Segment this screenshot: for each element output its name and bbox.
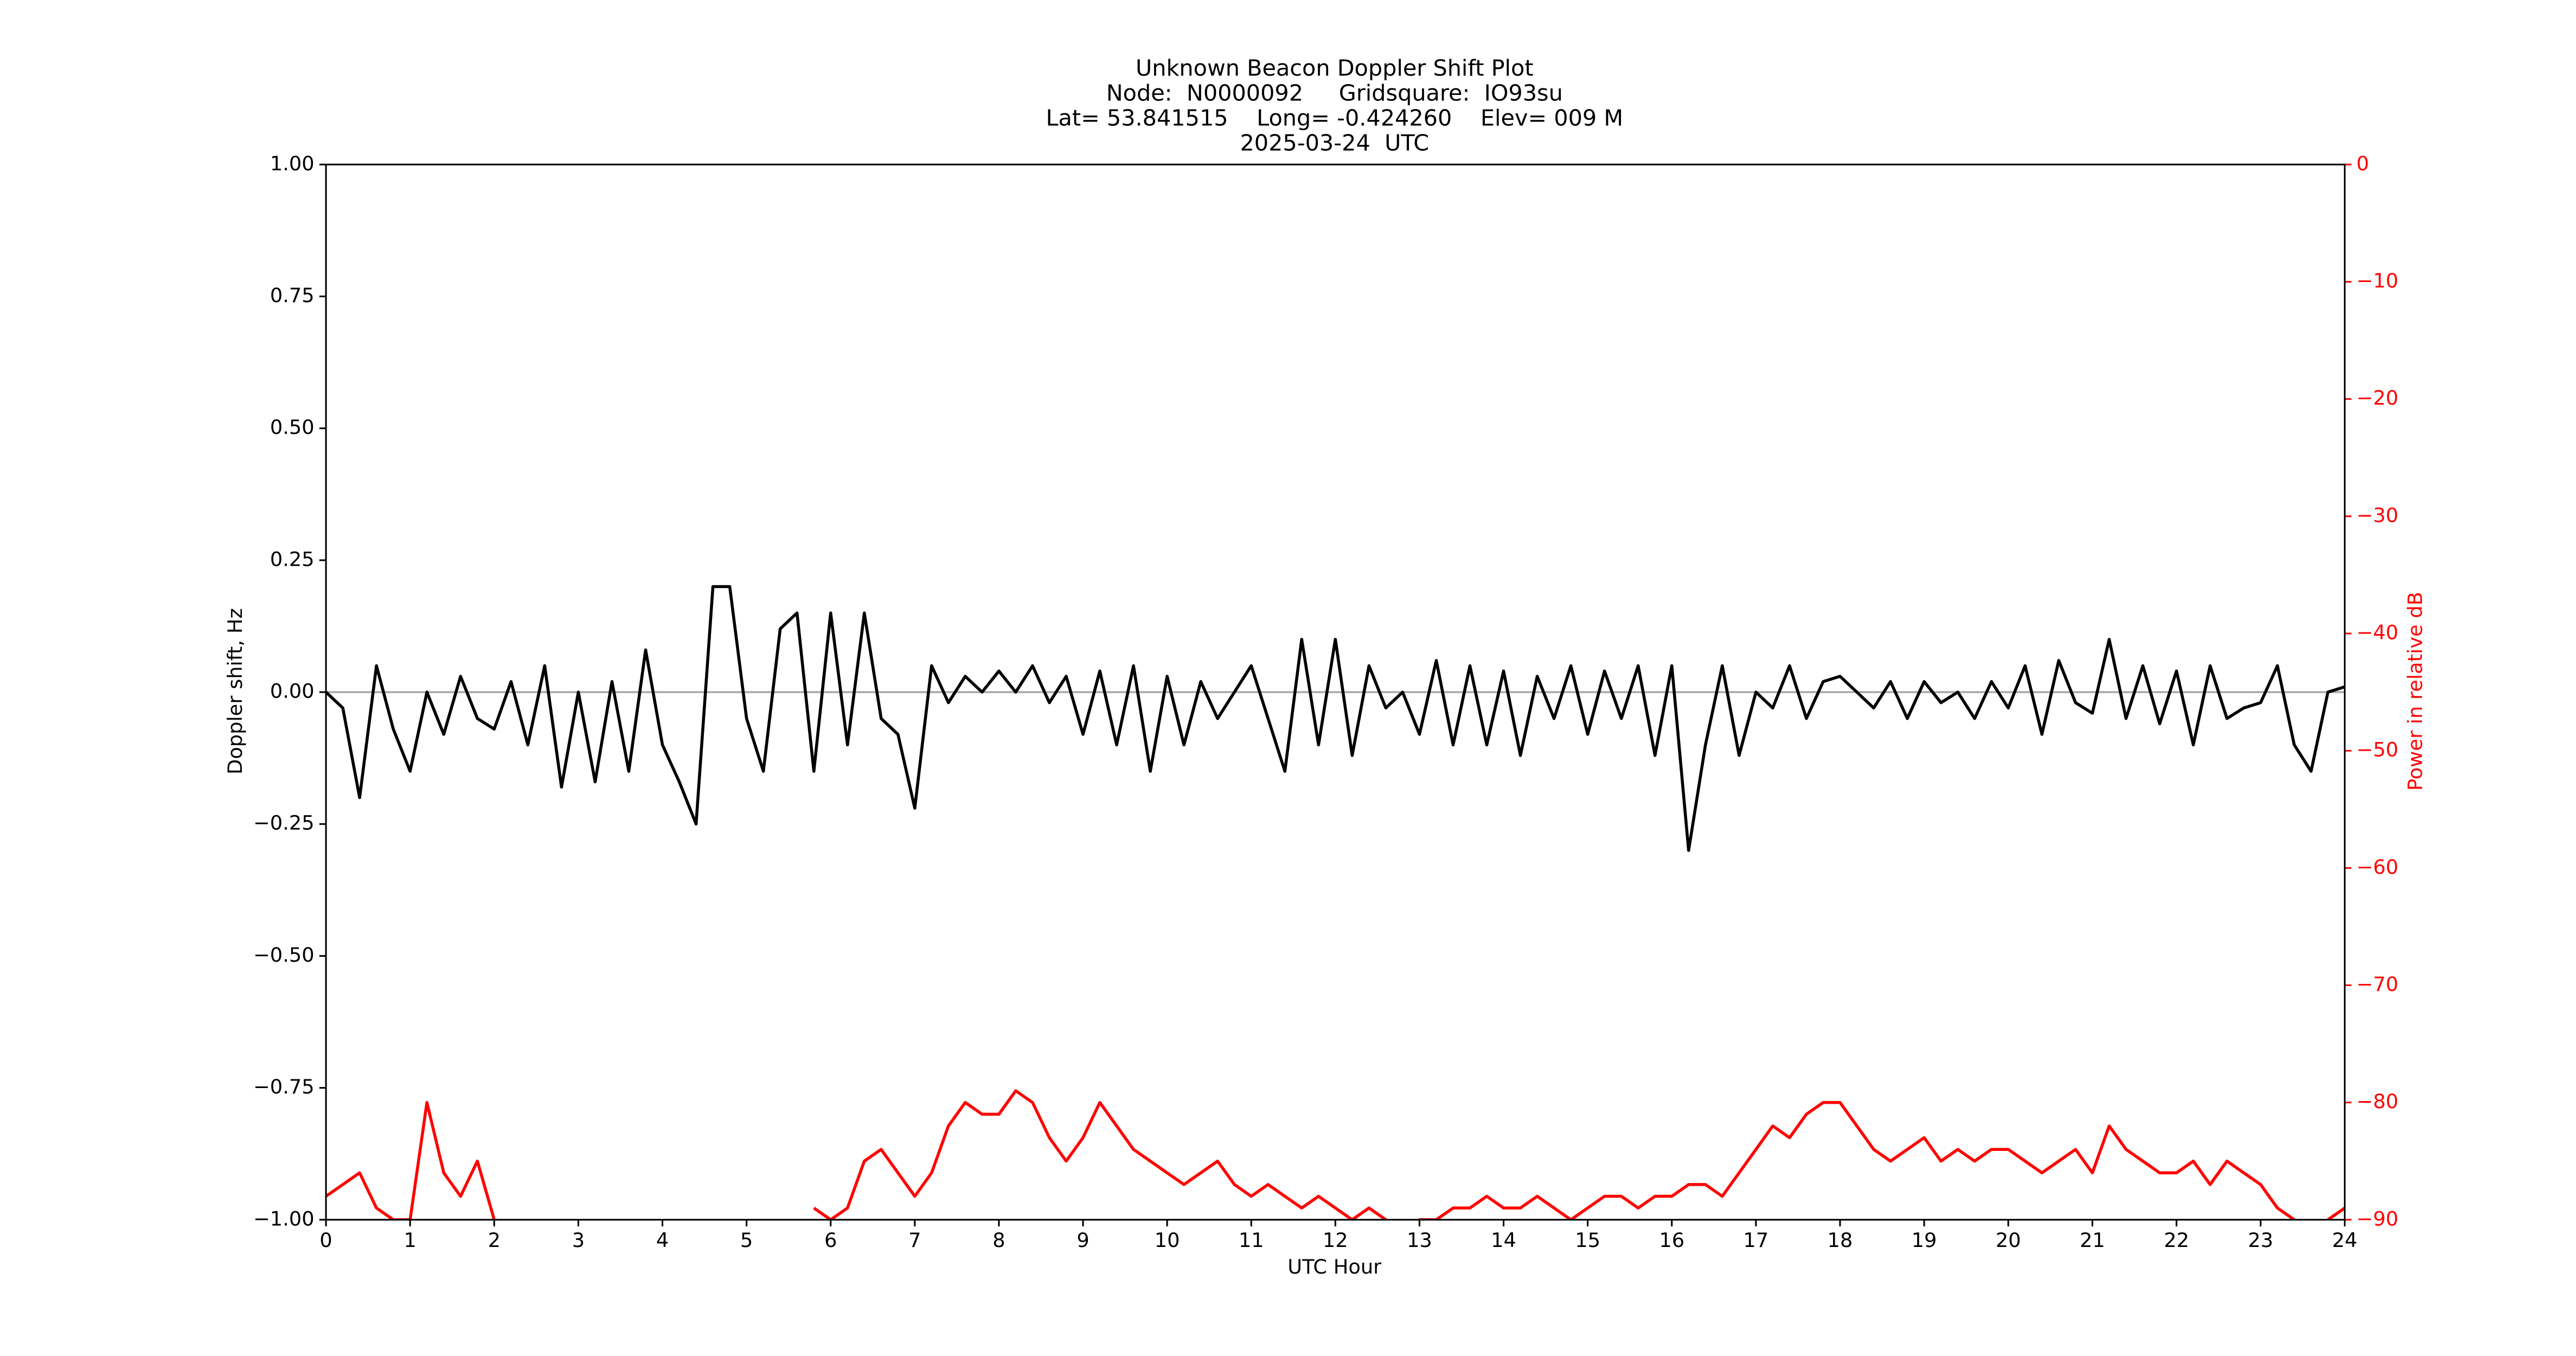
x-tick-label: 3 [572,1229,585,1252]
y2-tick-label: −60 [2356,855,2399,879]
x-tick-label: 15 [1575,1229,1600,1252]
x-tick-label: 14 [1491,1229,1516,1252]
y-tick-label: 1.00 [270,152,315,175]
x-tick-label: 9 [1076,1229,1089,1252]
y2-tick-label: −40 [2356,621,2399,644]
y2-tick-label: −70 [2356,973,2399,996]
x-tick-label: 21 [2080,1229,2105,1252]
y2-tick-label: −80 [2356,1090,2399,1113]
x-tick-label: 6 [824,1229,837,1252]
y-tick-label: 0.00 [270,680,315,703]
chart-subtitle: Node: N0000092 Gridsquare: IO93su [1106,80,1563,106]
x-tick-label: 19 [1912,1229,1937,1252]
y2-tick-label: −90 [2356,1207,2399,1230]
y-tick-label: −1.00 [253,1207,315,1230]
y-tick-label: 0.75 [270,284,315,307]
y2-tick-label: 0 [2356,152,2369,175]
chart-subtitle: Lat= 53.841515 Long= -0.424260 Elev= 009… [1046,105,1624,131]
x-tick-label: 10 [1155,1229,1180,1252]
y2-tick-label: −10 [2356,269,2399,292]
y-tick-label: −0.50 [253,943,315,967]
y-axis-label: Doppler shift, Hz [223,608,247,775]
series-line [326,1089,2345,1220]
x-tick-label: 16 [1659,1229,1684,1252]
x-tick-label: 5 [740,1229,753,1252]
series-line [326,585,2345,852]
y2-tick-label: −30 [2356,503,2399,527]
chart-subtitle: 2025-03-24 UTC [1240,130,1429,156]
y2-tick-label: −50 [2356,738,2399,762]
x-tick-label: 11 [1239,1229,1264,1252]
x-tick-label: 18 [1828,1229,1853,1252]
x-tick-label: 8 [992,1229,1005,1252]
x-tick-label: 22 [2164,1229,2189,1252]
x-tick-label: 4 [656,1229,669,1252]
x-tick-label: 0 [319,1229,332,1252]
x-tick-label: 24 [2332,1229,2357,1252]
x-tick-label: 13 [1407,1229,1432,1252]
y-tick-label: 0.25 [270,547,315,571]
x-tick-label: 1 [404,1229,416,1252]
y-tick-label: 0.50 [270,415,315,439]
x-tick-label: 7 [908,1229,921,1252]
plot-frame [325,163,2346,1221]
x-tick-label: 20 [1996,1229,2021,1252]
x-tick-label: 17 [1743,1229,1768,1252]
chart-title: Unknown Beacon Doppler Shift Plot [1136,55,1534,81]
x-tick-label: 2 [488,1229,501,1252]
y-tick-label: −0.75 [253,1075,315,1098]
x-tick-label: 12 [1323,1229,1348,1252]
y2-axis-label: Power in relative dB [2404,592,2427,791]
x-tick-label: 23 [2248,1229,2273,1252]
y2-tick-label: −20 [2356,386,2399,410]
x-axis-label: UTC Hour [1287,1255,1382,1278]
y-tick-label: −0.25 [253,811,315,835]
